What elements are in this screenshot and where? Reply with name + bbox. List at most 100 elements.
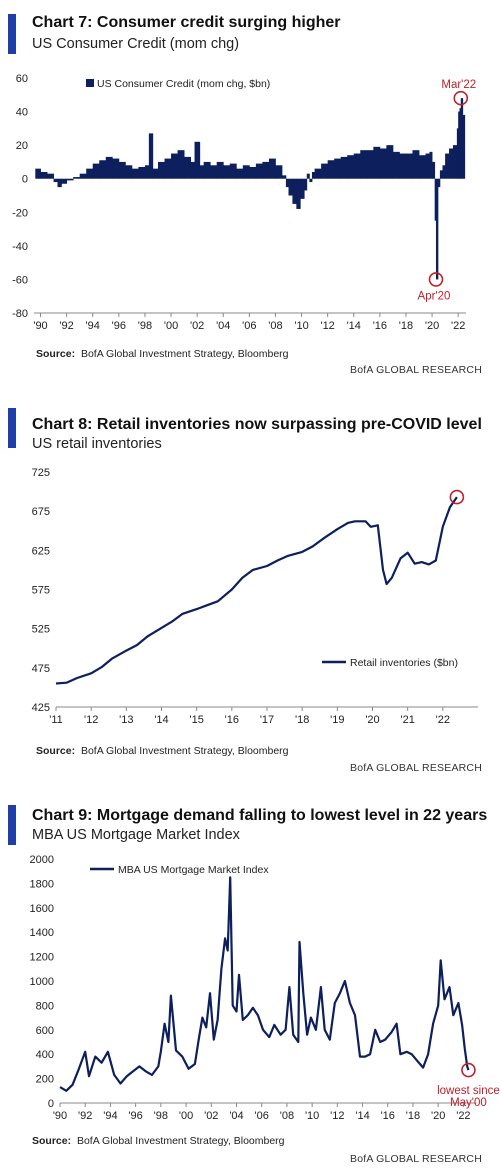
x-tick-label: '98 (154, 1110, 168, 1122)
bar (373, 146, 381, 179)
bar (327, 160, 335, 179)
bar (353, 153, 361, 179)
x-tick-label: '18 (295, 714, 309, 726)
x-tick-label: '12 (320, 320, 334, 332)
y-tick-label: 60 (16, 73, 28, 85)
x-tick-label: '92 (78, 1110, 92, 1122)
chart-7-plot: -80 -60 -40 -20 0 20 40 60 '90 '92 '94 '96 '98 '00 '02… (12, 73, 476, 332)
y-tick-label: 1600 (30, 903, 54, 915)
chart-8-subtitle: US retail inventories (32, 436, 162, 452)
annotation-label: Mar'22 (441, 79, 476, 91)
bar (340, 156, 348, 179)
annotation-circle (453, 90, 469, 106)
y-tick-label: -40 (12, 241, 28, 253)
bar (229, 163, 237, 179)
y-tick-label: 575 (32, 585, 50, 597)
chart-7-subtitle: US Consumer Credit (mom chg) (32, 36, 240, 52)
y-tick-label: 0 (22, 174, 28, 186)
bar (442, 165, 446, 179)
bar (131, 168, 139, 179)
y-tick-label: 625 (32, 545, 50, 557)
legend-label: MBA US Mortgage Market Index (118, 864, 269, 876)
x-tick-label: '06 (242, 320, 256, 332)
x-tick-label: '14 (355, 1110, 369, 1122)
x-tick-label: '98 (138, 320, 152, 332)
bar (439, 170, 443, 179)
bar (460, 98, 464, 179)
chart-9-source-text: BofA Global Investment Strategy, Bloombe… (76, 1135, 285, 1147)
bar (57, 178, 62, 188)
x-tick-label: '96 (112, 320, 126, 332)
bar (157, 161, 165, 179)
bar (255, 163, 263, 179)
x-tick-label: '90 (53, 1110, 67, 1122)
bar (268, 158, 276, 179)
bar (190, 161, 195, 179)
legend-label: Retail inventories ($bn) (350, 657, 458, 669)
bar (53, 178, 58, 183)
bar (144, 165, 150, 179)
bar (412, 150, 420, 179)
x-tick-label: '19 (330, 714, 344, 726)
chart-7-title: Chart 7: Consumer credit surging higher (32, 14, 341, 31)
bar (281, 175, 287, 179)
bar (462, 114, 466, 179)
bar (366, 150, 374, 179)
chart-8-brand: BofA GLOBAL RESEARCH (350, 762, 482, 774)
bar (125, 165, 133, 179)
y-tick-label: 40 (16, 107, 28, 119)
x-tick-label: '96 (128, 1110, 142, 1122)
chart-9-source-label: Source: (32, 1135, 72, 1147)
legend-label: US Consumer Credit (mom chg, $bn) (97, 78, 270, 90)
x-tick-label: '16 (225, 714, 239, 726)
chart-9-plot: 0 200 400 600 800 1000 1200 1400 1600 1800 2000 '90… (30, 854, 500, 1122)
x-tick-label: '18 (399, 320, 413, 332)
x-tick-label: '15 (189, 714, 203, 726)
bar (360, 150, 368, 179)
chart-9-title: Chart 9: Mortgage demand falling to lowe… (32, 807, 488, 824)
y-tick-label: 425 (32, 702, 50, 714)
bar (399, 153, 407, 179)
chart-9-panel: Chart 9: Mortgage demand falling to lowe… (0, 795, 500, 1172)
bar (459, 108, 462, 179)
y-tick-label: -20 (12, 207, 28, 219)
bar (61, 178, 68, 184)
bar (458, 111, 460, 179)
bar (118, 161, 126, 179)
bar (321, 163, 329, 179)
bar (86, 168, 94, 179)
y-tick-label: 1000 (30, 976, 54, 988)
x-tick-label: '16 (381, 1110, 395, 1122)
bar (262, 161, 270, 179)
legend-swatch (86, 79, 94, 87)
y-tick-label: 1800 (30, 878, 54, 890)
bar (296, 178, 301, 209)
bar (112, 158, 120, 179)
bar (379, 148, 387, 179)
x-tick-label: '20 (365, 714, 379, 726)
bar (184, 156, 192, 179)
chart-7-source-text: BofA Global Investment Strategy, Bloombe… (80, 348, 289, 360)
bar (242, 165, 250, 179)
series-line (55, 496, 458, 685)
bar (216, 161, 224, 179)
annotation-label: lowest since (437, 1085, 500, 1097)
x-tick-label: '22 (456, 1110, 470, 1122)
bar (138, 166, 146, 179)
series-line (59, 876, 470, 1092)
x-tick-label: '22 (436, 714, 450, 726)
bar (210, 165, 218, 179)
x-tick-label: '13 (119, 714, 133, 726)
bar (47, 173, 54, 179)
bar (314, 168, 322, 179)
x-tick-label: '94 (103, 1110, 117, 1122)
bar (309, 178, 313, 183)
x-tick-label: '92 (59, 320, 73, 332)
bar (152, 168, 159, 179)
y-tick-label: -80 (12, 308, 28, 320)
y-tick-label: 1200 (30, 952, 54, 964)
chart-7-accent-bar (8, 14, 16, 54)
y-tick-label: 525 (32, 624, 50, 636)
x-tick-label: '21 (400, 714, 414, 726)
bar (79, 173, 87, 179)
